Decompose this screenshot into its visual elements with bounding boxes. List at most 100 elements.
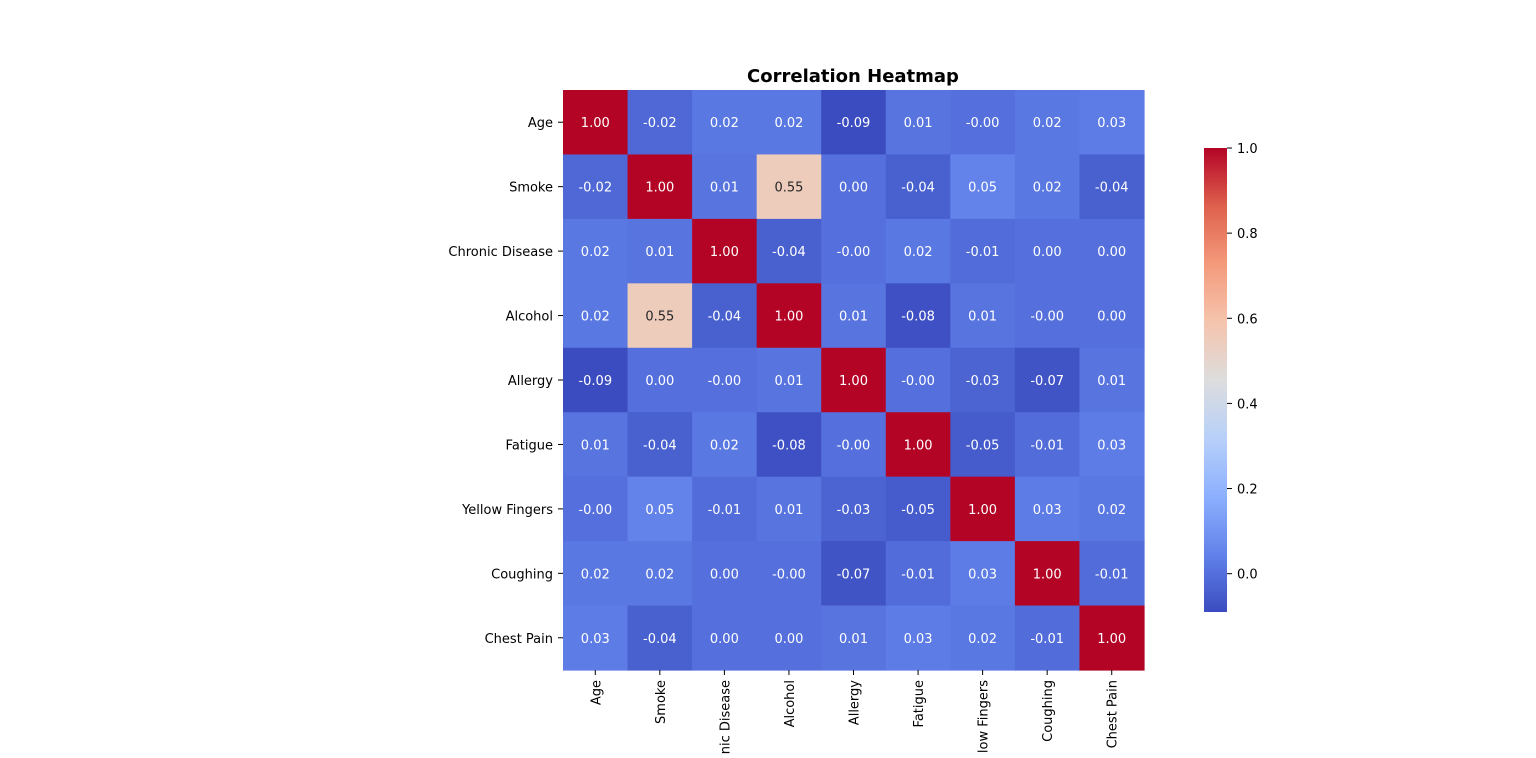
- column-tick-label: Yellow Fingers: [977, 680, 992, 754]
- colorbar-gradient: [1204, 148, 1227, 612]
- cell-annotation: 0.00: [1033, 245, 1062, 260]
- cell-annotation: 0.02: [581, 245, 610, 260]
- cell-annotation: 0.02: [1033, 116, 1062, 131]
- cell-annotation: 1.00: [1097, 632, 1126, 647]
- cell-annotation: 1.00: [1033, 567, 1062, 582]
- cell-annotation: 0.03: [1097, 438, 1126, 453]
- heatmap-cell: [1079, 476, 1145, 542]
- heatmap-cell: [627, 90, 693, 156]
- heatmap-cell: [885, 283, 951, 349]
- heatmap-cell: [1014, 476, 1081, 542]
- cell-annotation: 1.00: [710, 245, 739, 260]
- cell-annotation: 1.00: [774, 310, 803, 325]
- heatmap-cell: [692, 90, 758, 156]
- cell-annotation: 0.00: [774, 632, 803, 647]
- heatmap-cell: [821, 412, 887, 478]
- heatmap-cell: [627, 412, 693, 478]
- cell-annotation: 0.02: [904, 245, 933, 260]
- heatmap-cell: [692, 412, 758, 478]
- column-tick-label: Chronic Disease: [718, 680, 733, 754]
- cell-annotation: 0.00: [710, 567, 739, 582]
- heatmap-cell: [885, 218, 951, 284]
- cell-annotation: -0.01: [1030, 438, 1064, 453]
- column-tick-label: Smoke: [654, 680, 669, 724]
- cell-annotation: 0.02: [710, 116, 739, 131]
- cell-annotation: -0.04: [901, 181, 935, 196]
- heatmap-cell: [821, 476, 887, 542]
- cell-annotation: -0.05: [901, 503, 935, 518]
- cell-annotation: -0.00: [772, 567, 806, 582]
- cell-annotation: 0.03: [968, 567, 997, 582]
- cell-annotation: -0.03: [966, 374, 1000, 389]
- heatmap-cell: [692, 283, 758, 349]
- heatmap-cell: [821, 218, 887, 284]
- cell-annotation: 0.02: [581, 310, 610, 325]
- heatmap-cell: [563, 476, 629, 542]
- cell-annotation: 0.01: [645, 245, 674, 260]
- heatmap-cell: [627, 605, 693, 671]
- heatmap-cell: [1079, 412, 1145, 478]
- cell-annotation: -0.04: [708, 310, 742, 325]
- heatmap-cell: [821, 541, 887, 607]
- heatmap-cell: [627, 541, 693, 607]
- colorbar-tick-label: 0.4: [1237, 397, 1258, 412]
- heatmap-cell: [756, 90, 822, 156]
- cell-annotation: 0.02: [1033, 181, 1062, 196]
- heatmap-cell: [756, 412, 822, 478]
- colorbar: 0.0 0.2 0.4 0.6 0.8 1.0: [1204, 142, 1258, 612]
- heatmap-cell: [756, 541, 822, 607]
- heatmap-cell: [885, 90, 951, 156]
- cell-annotation: -0.00: [708, 374, 742, 389]
- heatmap-cell: [563, 283, 629, 349]
- chart-title: Correlation Heatmap: [747, 66, 959, 87]
- cell-annotation: 0.01: [968, 310, 997, 325]
- cell-annotation: -0.04: [643, 632, 677, 647]
- heatmap-cell: [885, 476, 951, 542]
- cell-annotation: 0.02: [645, 567, 674, 582]
- heatmap-cell: [563, 90, 629, 156]
- heatmap-cell: [1014, 347, 1081, 413]
- heatmap-cell: [692, 347, 758, 413]
- heatmap-cell: [821, 283, 887, 349]
- cell-annotation: -0.07: [837, 567, 871, 582]
- heatmap-cell: [821, 347, 887, 413]
- row-tick-label: Allergy: [508, 374, 553, 389]
- column-tick-label: Alcohol: [783, 680, 798, 727]
- cell-annotation: -0.02: [643, 116, 677, 131]
- heatmap-cell: [756, 347, 822, 413]
- cell-annotation: 0.00: [839, 181, 868, 196]
- heatmap-cell: [950, 605, 1016, 671]
- cell-annotation: 1.00: [904, 438, 933, 453]
- heatmap-cell: [950, 476, 1016, 542]
- row-tick-label: Fatigue: [506, 438, 553, 453]
- colorbar-tick-label: 0.6: [1237, 312, 1258, 327]
- heatmap-cell: [1014, 154, 1081, 220]
- heatmap-cell: [756, 218, 822, 284]
- cell-annotation: 0.05: [645, 503, 674, 518]
- heatmap-cell: [1079, 541, 1145, 607]
- heatmap-cell: [756, 154, 822, 220]
- heatmap-cell: [692, 605, 758, 671]
- cell-annotation: 0.03: [1033, 503, 1062, 518]
- heatmap-cell: [885, 154, 951, 220]
- heatmap-cell: [821, 154, 887, 220]
- heatmap-cell: [1014, 412, 1081, 478]
- heatmap-cell: [950, 412, 1016, 478]
- cell-annotation: 0.02: [710, 438, 739, 453]
- column-tick-label: Age: [589, 680, 604, 705]
- colorbar-tick-label: 0.2: [1237, 483, 1258, 498]
- cell-annotation: -0.00: [578, 503, 612, 518]
- cell-annotation: -0.02: [578, 181, 612, 196]
- cell-annotation: 0.00: [1097, 310, 1126, 325]
- cell-annotation: -0.04: [643, 438, 677, 453]
- cell-annotation: -0.00: [901, 374, 935, 389]
- cell-annotation: 0.02: [774, 116, 803, 131]
- cell-annotation: 0.03: [1097, 116, 1126, 131]
- heatmap-cell: [821, 605, 887, 671]
- row-tick-label: Yellow Fingers: [461, 503, 553, 518]
- heatmap-cell: [885, 347, 951, 413]
- column-tick-label: Coughing: [1041, 680, 1056, 742]
- cell-annotation: -0.00: [966, 116, 1000, 131]
- heatmap-cell: [756, 283, 822, 349]
